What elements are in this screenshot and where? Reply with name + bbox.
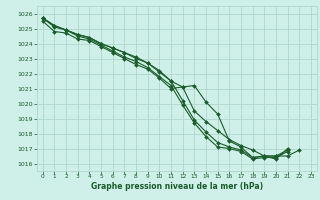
X-axis label: Graphe pression niveau de la mer (hPa): Graphe pression niveau de la mer (hPa) [91,182,263,191]
